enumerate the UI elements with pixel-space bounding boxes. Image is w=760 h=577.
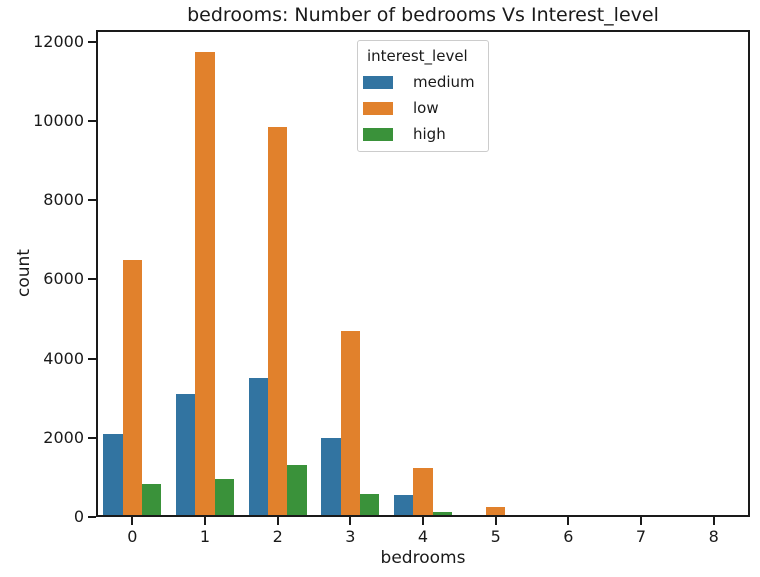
legend-label-medium: medium — [413, 73, 475, 91]
bar-high-0 — [142, 483, 162, 517]
y-tick-mark-2000 — [88, 436, 96, 439]
chart-title: bedrooms: Number of bedrooms Vs Interest… — [187, 4, 659, 26]
bar-low-4 — [413, 467, 433, 517]
x-tick-mark-4 — [422, 517, 424, 525]
x-tick-mark-3 — [349, 517, 352, 525]
y-tick-label-10000: 10000 — [33, 111, 84, 131]
x-tick-mark-7 — [640, 517, 642, 525]
bar-medium-4 — [393, 495, 414, 517]
legend-label-high: high — [413, 125, 446, 143]
bar-high-4 — [432, 511, 453, 517]
y-tick-label-0: 0 — [73, 507, 84, 526]
legend-swatch-medium — [363, 76, 393, 89]
bar-medium-2 — [248, 378, 268, 517]
x-tick-label-2: 2 — [272, 527, 283, 546]
y-tick-label-6000: 6000 — [43, 269, 84, 289]
bar-medium-3 — [321, 438, 341, 517]
y-tick-label-2000: 2000 — [43, 427, 84, 447]
x-tick-mark-6 — [567, 517, 570, 525]
legend-item-medium: medium — [363, 73, 480, 92]
y-tick-mark-8000 — [88, 199, 96, 202]
bar-low-0 — [122, 259, 142, 517]
x-tick-label-4: 4 — [417, 527, 429, 546]
legend-item-low: low — [363, 99, 480, 118]
x-tick-mark-2 — [276, 517, 279, 525]
x-tick-label-0: 0 — [127, 527, 138, 546]
x-axis-label: bedrooms — [380, 548, 466, 568]
y-tick-label-8000: 8000 — [43, 190, 84, 210]
x-tick-label-3: 3 — [345, 527, 356, 546]
x-tick-label-5: 5 — [490, 527, 501, 546]
x-tick-mark-0 — [131, 517, 134, 525]
legend-title: interest_level — [367, 47, 468, 65]
y-tick-label-4000: 4000 — [43, 348, 84, 368]
y-tick-mark-4000 — [88, 357, 96, 360]
x-tick-mark-5 — [494, 517, 497, 525]
x-tick-label-7: 7 — [635, 527, 647, 546]
bar-medium-1 — [175, 393, 196, 517]
legend-label-low: low — [413, 99, 439, 117]
x-tick-mark-8 — [712, 517, 715, 525]
y-tick-mark-0 — [88, 516, 96, 518]
x-tick-mark-1 — [204, 517, 206, 525]
y-tick-mark-10000 — [88, 120, 96, 123]
bar-medium-0 — [103, 433, 123, 517]
legend-item-high: high — [363, 125, 480, 144]
legend-swatch-high — [363, 128, 393, 141]
x-tick-label-6: 6 — [563, 527, 574, 546]
bar-high-3 — [360, 493, 380, 517]
bar-high-2 — [287, 465, 307, 517]
y-tick-mark-12000 — [88, 40, 96, 43]
x-tick-label-8: 8 — [708, 527, 719, 546]
legend: interest_level medium low high — [357, 40, 489, 152]
bar-high-1 — [214, 478, 235, 517]
bar-low-5 — [486, 507, 506, 517]
y-tick-label-12000: 12000 — [33, 31, 84, 51]
bar-low-3 — [340, 330, 360, 517]
bar-low-1 — [195, 51, 215, 517]
bar-low-2 — [268, 127, 288, 517]
x-tick-label-1: 1 — [199, 527, 211, 546]
y-tick-mark-6000 — [88, 278, 96, 281]
legend-swatch-low — [363, 102, 393, 115]
